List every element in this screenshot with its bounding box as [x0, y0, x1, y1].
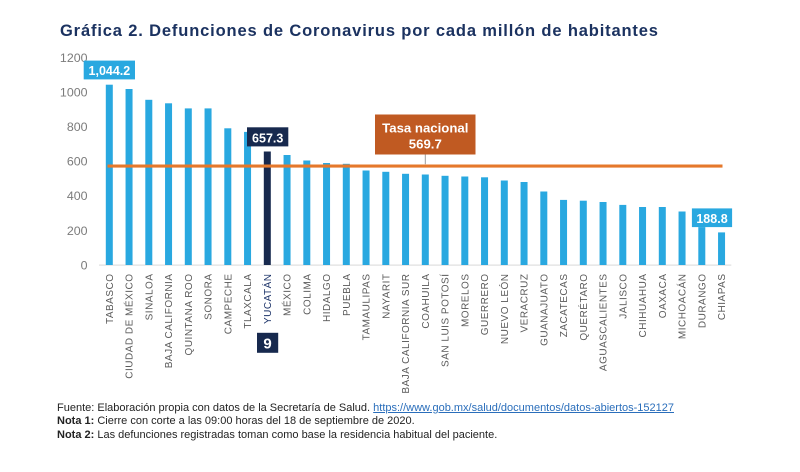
svg-text:569.7: 569.7 [409, 137, 442, 152]
svg-text:YUCATÁN: YUCATÁN [261, 274, 274, 325]
svg-text:TLAXCALA: TLAXCALA [243, 274, 254, 329]
svg-text:CAMPECHE: CAMPECHE [223, 274, 234, 335]
svg-text:MORELOS: MORELOS [460, 274, 471, 328]
svg-text:VERACRUZ: VERACRUZ [520, 274, 531, 333]
svg-text:1200: 1200 [60, 51, 88, 65]
svg-text:TAMAULIPAS: TAMAULIPAS [362, 274, 373, 341]
svg-text:DURANGO: DURANGO [697, 274, 708, 329]
svg-text:AGUASCALIENTES: AGUASCALIENTES [599, 274, 610, 372]
svg-text:HIDALGO: HIDALGO [322, 274, 333, 323]
svg-text:SINALOA: SINALOA [144, 274, 155, 321]
svg-text:ZACATECAS: ZACATECAS [559, 274, 570, 338]
svg-text:188.8: 188.8 [696, 212, 727, 226]
svg-text:9: 9 [263, 335, 271, 352]
svg-text:COAHUILA: COAHUILA [421, 274, 432, 329]
svg-text:TABASCO: TABASCO [105, 274, 116, 325]
svg-text:PUEBLA: PUEBLA [342, 274, 353, 316]
svg-text:BAJA CALIFORNIA SUR: BAJA CALIFORNIA SUR [401, 274, 412, 394]
svg-text:GUANAJUATO: GUANAJUATO [539, 274, 550, 346]
svg-text:657.3: 657.3 [252, 131, 283, 145]
svg-text:Tasa nacional: Tasa nacional [382, 121, 468, 136]
svg-text:MÉXICO: MÉXICO [281, 274, 294, 316]
svg-text:1000: 1000 [60, 86, 88, 100]
svg-text:1,044.2: 1,044.2 [89, 64, 131, 78]
svg-text:SONORA: SONORA [204, 274, 215, 320]
svg-text:COLIMA: COLIMA [302, 274, 313, 315]
svg-text:200: 200 [67, 224, 88, 238]
svg-text:MICHOACÁN: MICHOACÁN [676, 274, 689, 340]
svg-text:0: 0 [81, 258, 88, 272]
svg-text:CHIHUAHUA: CHIHUAHUA [638, 274, 649, 338]
svg-text:QUINTANA ROO: QUINTANA ROO [184, 274, 195, 356]
svg-text:NUEVO LEÓN: NUEVO LEÓN [498, 274, 511, 345]
svg-text:600: 600 [67, 155, 88, 169]
svg-text:BAJA CALIFORNIA: BAJA CALIFORNIA [164, 274, 175, 369]
svg-text:CIUDAD DE MÉXICO: CIUDAD DE MÉXICO [123, 274, 136, 379]
svg-text:GUERRERO: GUERRERO [480, 274, 491, 336]
svg-text:800: 800 [67, 120, 88, 134]
svg-text:NAYARIT: NAYARIT [381, 274, 392, 319]
svg-text:SAN LUIS POTOSÍ: SAN LUIS POTOSÍ [439, 274, 452, 367]
svg-text:CHIAPAS: CHIAPAS [717, 274, 728, 321]
svg-text:QUERÉTARO: QUERÉTARO [577, 274, 590, 341]
svg-text:400: 400 [67, 189, 88, 203]
svg-text:OAXACA: OAXACA [658, 274, 669, 319]
svg-text:JALISCO: JALISCO [618, 274, 629, 319]
